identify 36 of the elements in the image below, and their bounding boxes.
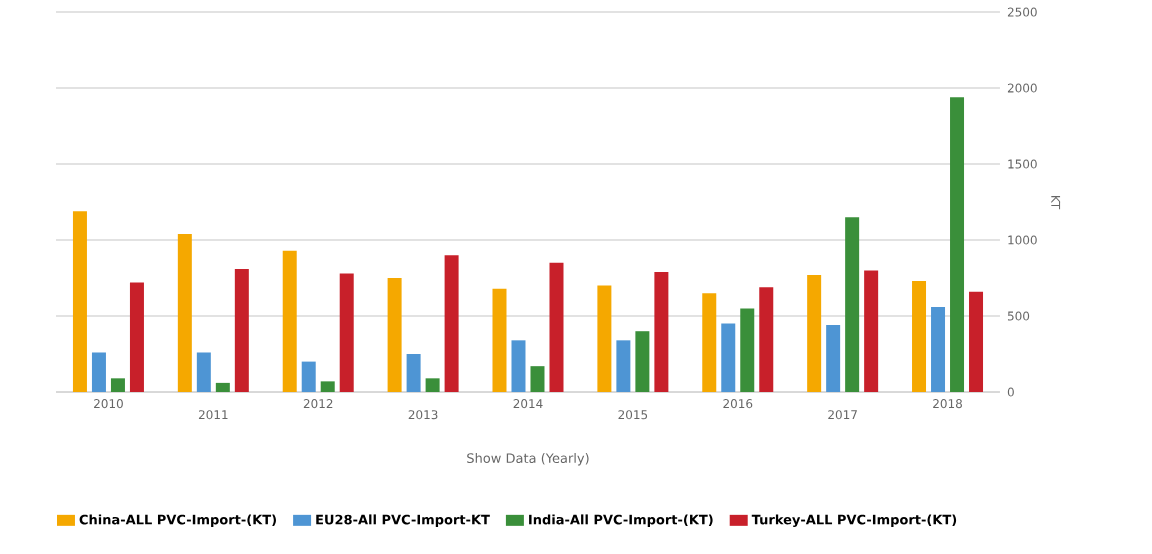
bar — [72, 211, 87, 392]
bar — [91, 352, 106, 392]
bar — [129, 282, 144, 392]
bar — [425, 378, 440, 392]
bar — [969, 291, 984, 392]
bar — [826, 325, 841, 392]
bar — [931, 306, 946, 392]
bar — [215, 382, 230, 392]
bar — [549, 262, 564, 392]
bar — [807, 274, 822, 392]
bar — [511, 340, 526, 392]
bar — [702, 293, 717, 392]
bar — [740, 308, 755, 392]
bar — [912, 281, 927, 392]
bar — [530, 366, 545, 392]
bar — [339, 273, 354, 392]
bar — [597, 285, 612, 392]
bar — [177, 233, 192, 392]
bar — [301, 361, 316, 392]
bar — [110, 378, 125, 392]
bar — [444, 255, 459, 392]
bar — [845, 217, 860, 392]
bar — [721, 323, 736, 392]
bar — [492, 288, 507, 392]
bar — [635, 331, 650, 392]
bar — [196, 352, 211, 392]
bar — [387, 278, 402, 392]
bar — [320, 381, 335, 392]
bar — [950, 97, 965, 392]
bar — [616, 340, 631, 392]
bar — [282, 250, 297, 392]
bar — [759, 287, 774, 392]
bar — [406, 354, 421, 392]
bar — [234, 268, 249, 392]
bar — [864, 270, 879, 392]
bar — [654, 271, 669, 392]
